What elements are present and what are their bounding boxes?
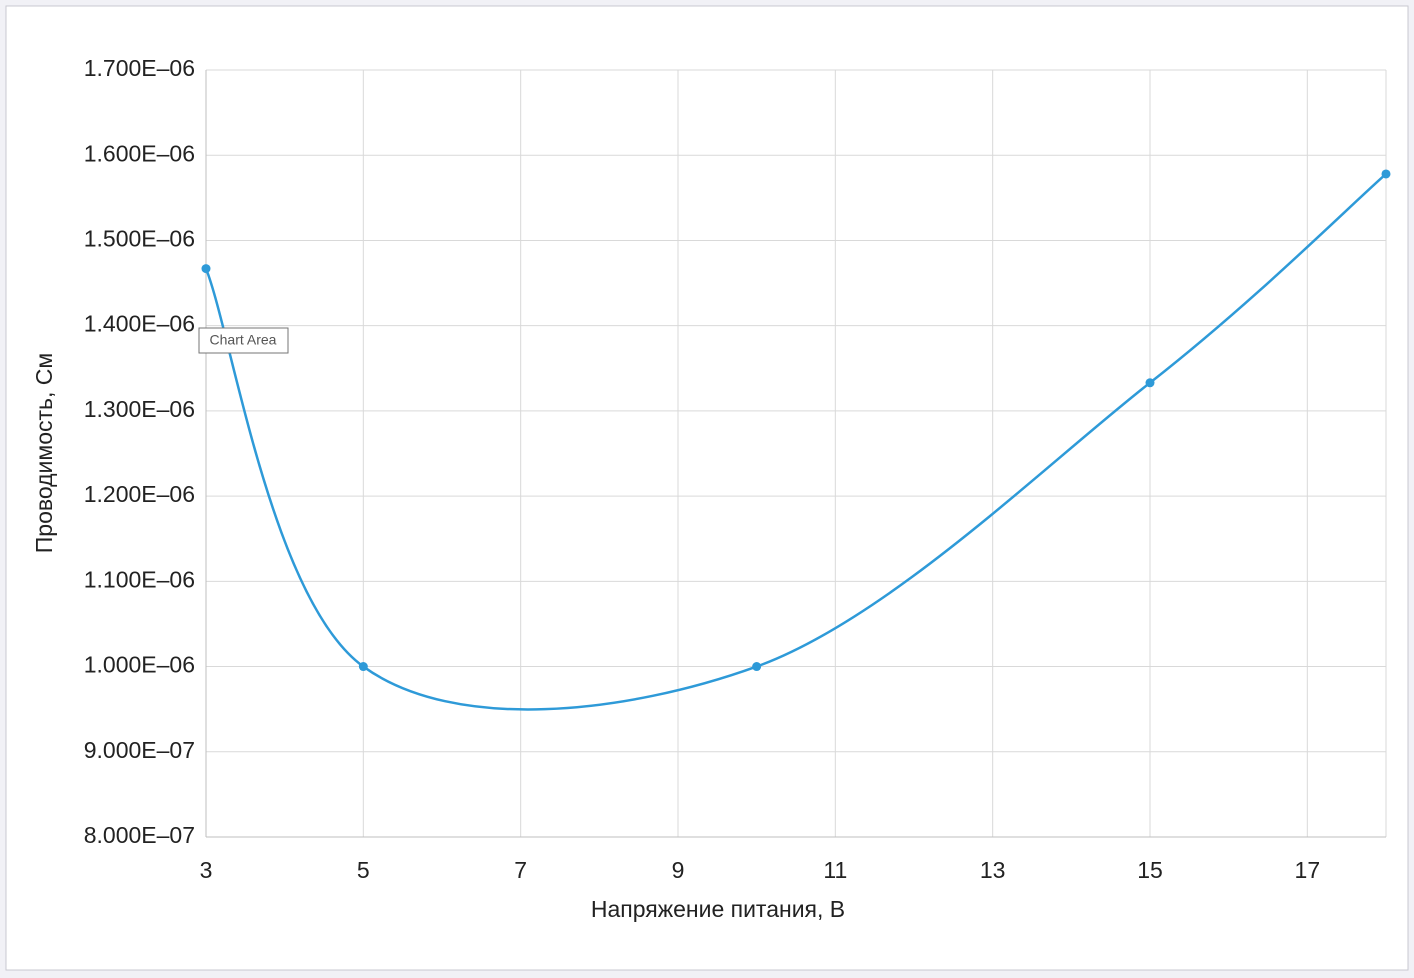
y-tick-label: 9.000E–07 bbox=[84, 737, 195, 763]
y-tick-label: 1.700E–06 bbox=[84, 55, 195, 81]
x-tick-label: 11 bbox=[823, 857, 847, 883]
y-tick-label: 1.100E–06 bbox=[84, 566, 195, 592]
plot-area: 8.000E–07 9.000E–07 1.000E–06 1.100E–06 1.20… bbox=[84, 55, 1391, 883]
x-tick-label: 13 bbox=[980, 857, 1006, 883]
y-tick-label: 8.000E–07 bbox=[84, 822, 195, 848]
tooltip-text: Chart Area bbox=[210, 332, 277, 348]
data-point bbox=[1381, 169, 1391, 179]
y-axis-title: Проводимость, См bbox=[31, 353, 57, 553]
y-tick-label: 1.600E–06 bbox=[84, 140, 195, 166]
data-point bbox=[752, 662, 762, 672]
tooltip: Chart Area bbox=[198, 327, 289, 354]
chart-area bbox=[5, 5, 1409, 971]
y-tick-label: 1.400E–06 bbox=[84, 311, 195, 337]
x-tick-label: 7 bbox=[514, 857, 527, 883]
x-tick-label: 9 bbox=[672, 857, 685, 883]
x-axis-title: Напряжение питания, В bbox=[591, 896, 845, 922]
x-tick-label: 5 bbox=[357, 857, 370, 883]
y-tick-label: 1.000E–06 bbox=[84, 652, 195, 678]
x-tick-label: 15 bbox=[1137, 857, 1163, 883]
y-tick-label: 1.500E–06 bbox=[84, 226, 195, 252]
data-point bbox=[201, 264, 211, 274]
data-point bbox=[1145, 378, 1155, 388]
y-tick-label: 1.300E–06 bbox=[84, 396, 195, 422]
x-tick-label: 3 bbox=[200, 857, 213, 883]
tooltip-box bbox=[198, 327, 289, 354]
data-point bbox=[358, 662, 368, 672]
x-tick-label: 17 bbox=[1295, 857, 1321, 883]
y-tick-label: 1.200E–06 bbox=[84, 481, 195, 507]
